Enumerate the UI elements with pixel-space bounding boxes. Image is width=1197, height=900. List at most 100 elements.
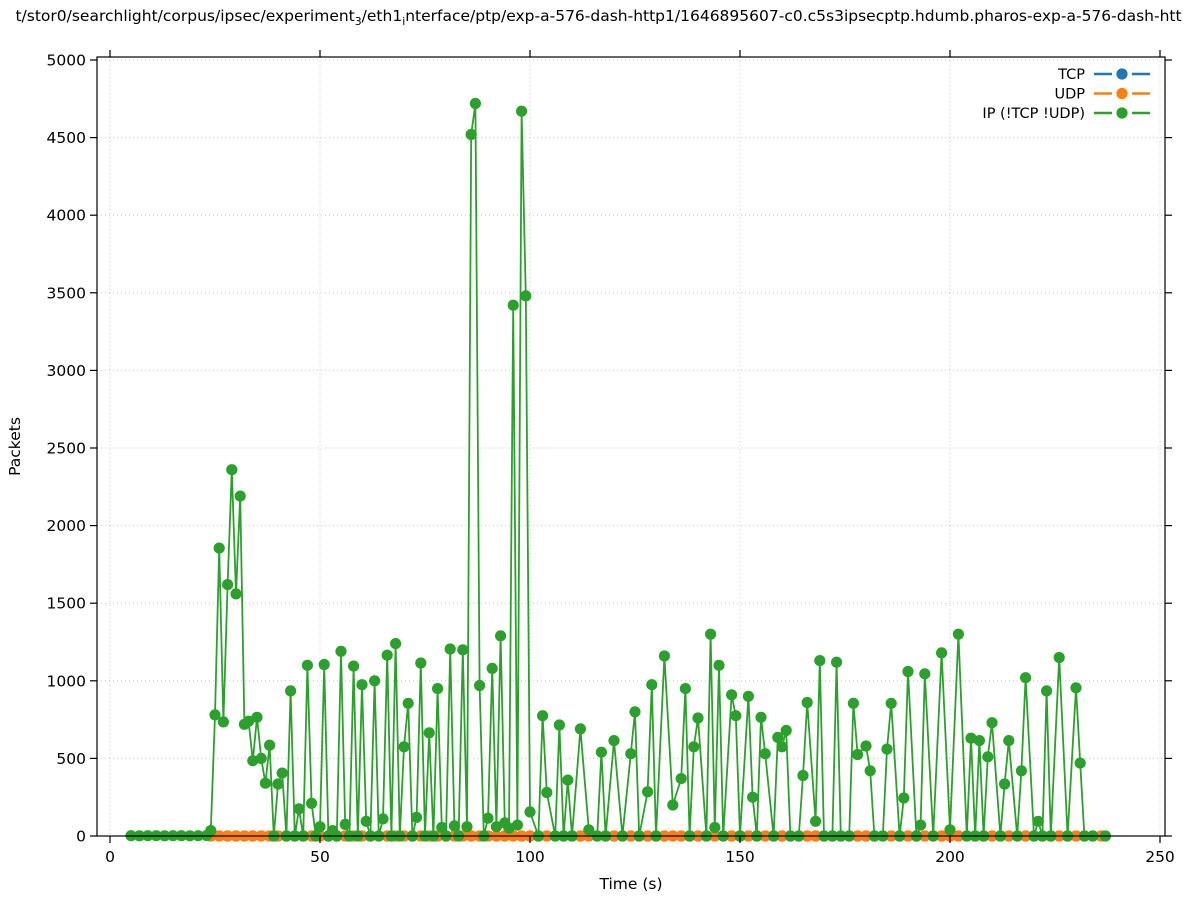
data-point-marker <box>944 824 956 836</box>
data-point-marker <box>444 643 456 655</box>
x-tick-label: 250 <box>1145 848 1175 866</box>
data-point-marker <box>465 128 477 141</box>
data-point-marker <box>511 819 523 831</box>
data-point-marker <box>503 822 515 834</box>
legend-marker <box>1116 87 1128 100</box>
data-point-marker <box>1041 685 1053 697</box>
data-point-marker <box>390 638 402 650</box>
data-point-marker <box>507 299 519 311</box>
data-point-marker <box>432 683 444 695</box>
chart-title: t/stor0/searchlight/corpus/ipsec/experim… <box>0 7 1197 28</box>
data-point-marker <box>415 657 427 669</box>
data-point-marker <box>902 665 914 678</box>
data-point-marker <box>709 821 721 834</box>
data-point-marker <box>860 740 872 752</box>
data-point-marker <box>692 712 704 724</box>
data-point-marker <box>898 792 910 804</box>
data-point-marker <box>318 658 330 671</box>
data-point-marker <box>226 464 238 476</box>
data-point-marker <box>234 490 246 502</box>
legend-label-tcp: TCP <box>1057 67 1085 83</box>
y-tick-label: 3500 <box>47 284 86 302</box>
title-subscript: i <box>402 15 406 29</box>
y-tick-label: 1500 <box>47 595 86 613</box>
data-point-marker <box>562 774 574 786</box>
data-point-marker <box>377 813 389 825</box>
x-tick-label: 200 <box>935 848 965 866</box>
data-point-marker <box>759 748 771 760</box>
data-point-marker <box>243 715 255 727</box>
data-point-marker <box>448 820 460 832</box>
data-point-marker <box>285 685 297 697</box>
legend-label-ip: IP (!TCP !UDP) <box>982 106 1085 122</box>
data-point-marker <box>486 662 498 675</box>
data-point-marker <box>864 765 876 777</box>
data-point-marker <box>1053 651 1065 664</box>
data-point-marker <box>965 732 977 744</box>
data-point-marker <box>608 735 620 747</box>
data-point-marker <box>293 803 305 815</box>
data-point-marker <box>646 679 658 691</box>
data-point-marker <box>831 656 843 668</box>
data-point-marker <box>755 711 767 723</box>
x-tick-label: 100 <box>515 848 545 866</box>
data-point-marker <box>1003 735 1015 747</box>
data-point-marker <box>398 741 410 753</box>
data-point-marker <box>705 628 717 640</box>
legend-label-udp: UDP <box>1054 87 1085 103</box>
data-point-marker <box>852 748 864 761</box>
data-point-marker <box>982 751 994 763</box>
x-axis-label: Time (s) <box>598 875 662 893</box>
data-point-marker <box>339 818 351 831</box>
data-point-marker <box>810 815 822 827</box>
data-point-marker <box>335 645 347 657</box>
data-point-marker <box>314 821 326 833</box>
data-point-marker <box>541 786 553 799</box>
y-tick-label: 0 <box>76 828 86 846</box>
data-point-marker <box>255 752 267 765</box>
data-point-marker <box>348 660 360 672</box>
data-point-marker <box>999 778 1011 790</box>
data-point-marker <box>360 815 372 827</box>
data-point-marker <box>520 290 532 302</box>
data-point-marker <box>490 821 502 833</box>
y-tick-label: 5000 <box>47 52 86 70</box>
data-point-marker <box>667 799 679 811</box>
data-point-marker <box>675 773 687 785</box>
data-point-marker <box>801 696 813 709</box>
y-tick-label: 2000 <box>47 517 86 535</box>
data-point-marker <box>402 697 414 709</box>
data-point-marker <box>369 675 381 687</box>
data-point-marker <box>973 735 986 747</box>
data-point-marker <box>885 697 897 709</box>
data-point-marker <box>658 650 671 662</box>
y-tick-label: 4500 <box>47 129 86 147</box>
data-point-marker <box>726 689 738 701</box>
axes-spines <box>96 56 1166 837</box>
data-point-marker <box>264 739 276 751</box>
y-tick-label: 2500 <box>47 440 86 458</box>
x-tick-label: 50 <box>310 848 330 866</box>
series-line-ip <box>130 102 1106 837</box>
data-point-marker <box>217 716 229 728</box>
y-axis-label: Packets <box>6 417 24 476</box>
x-tick-label: 0 <box>105 848 115 866</box>
title-segment: nterface/ptp/exp-a-576-dash-http1/164689… <box>405 7 1182 25</box>
y-tick-label: 3000 <box>47 362 86 380</box>
legend-marker <box>1116 107 1128 119</box>
data-point-marker <box>1015 765 1027 777</box>
data-point-marker <box>1070 682 1082 694</box>
data-point-marker <box>574 723 587 735</box>
data-point-marker <box>482 812 494 824</box>
data-point-marker <box>306 797 318 810</box>
legend-marker <box>1116 68 1128 80</box>
data-point-marker <box>814 655 826 667</box>
data-point-marker <box>881 743 893 755</box>
data-point-marker <box>213 542 225 554</box>
data-point-marker <box>259 777 271 789</box>
data-point-marker <box>205 825 217 837</box>
x-tick-label: 150 <box>725 848 755 866</box>
data-point-marker <box>797 769 809 782</box>
data-point-marker <box>936 647 948 659</box>
